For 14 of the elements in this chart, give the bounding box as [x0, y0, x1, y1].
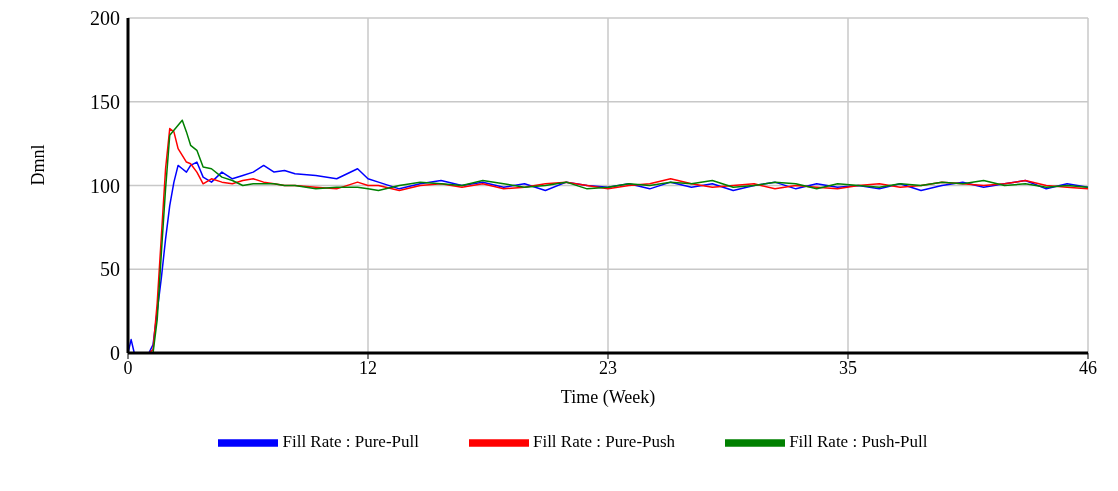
x-tick-label: 46 — [1079, 357, 1097, 378]
y-tick-label: 100 — [90, 174, 120, 197]
y-axis-title: Dmnl — [28, 144, 49, 186]
x-tick-label: 35 — [839, 357, 857, 378]
x-tick-label: 0 — [123, 357, 133, 378]
x-tick-label: 12 — [359, 357, 377, 378]
x-tick-label: 23 — [599, 357, 617, 378]
legend-label: Fill Rate : Push-Pull — [789, 431, 928, 451]
legend-label: Fill Rate : Pure-Pull — [282, 431, 419, 451]
legend-label: Fill Rate : Pure-Push — [532, 431, 676, 451]
y-tick-label: 150 — [90, 90, 120, 113]
y-tick-label: 50 — [100, 258, 120, 281]
y-tick-label: 200 — [90, 7, 120, 30]
x-axis-title: Time (Week) — [560, 387, 656, 408]
